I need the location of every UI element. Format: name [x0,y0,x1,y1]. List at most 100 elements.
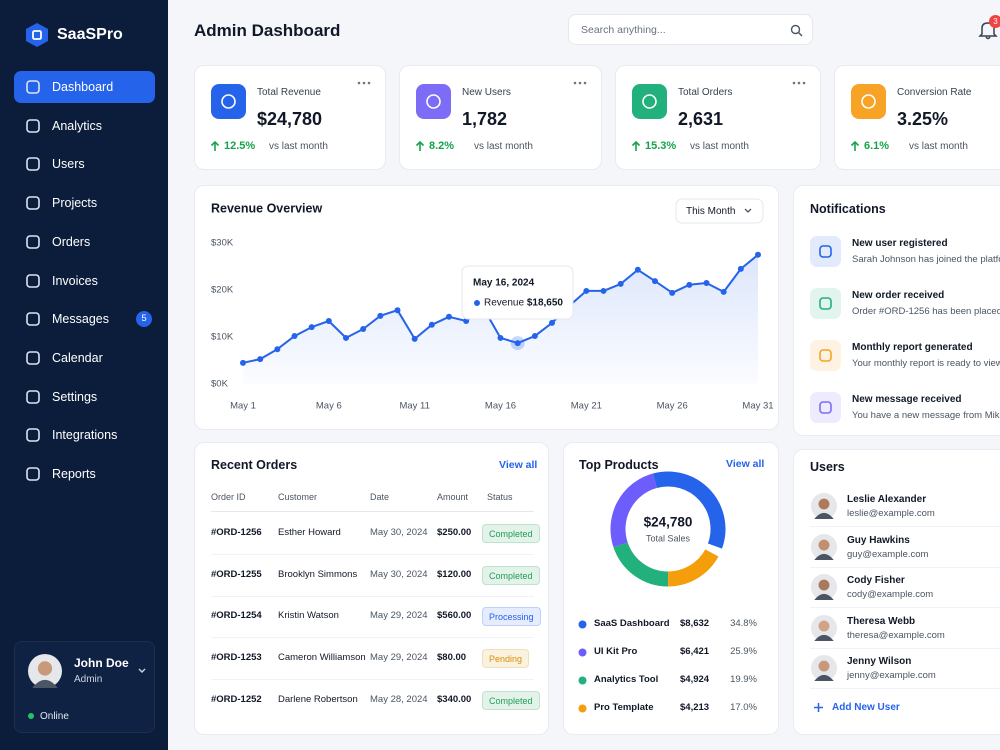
order-date: May 29, 2024 [370,652,428,664]
notification-title: New message received [852,394,962,405]
nav-item[interactable]: Dashboard [14,71,155,103]
product-name: UI Kit Pro [594,646,638,657]
stat-change: 15.3% [645,140,677,152]
point [446,313,452,320]
point [394,307,401,314]
stat-note: vs last month [909,141,968,152]
x-tick-label: May 21 [571,401,602,412]
donut-center-label: Total Sales [646,533,691,543]
search-box[interactable]: Search anything... [568,14,813,45]
stat-note: vs last month [690,141,749,152]
legend-swatch [578,620,587,629]
stat-change: 6.1% [864,140,890,152]
status-dot-shape [28,713,34,719]
more-dot [792,81,796,85]
nav-item[interactable]: Integrations [14,419,155,451]
product-share: 34.8% [730,618,757,629]
user-name: Guy Hawkins [847,534,910,546]
period-dropdown[interactable] [675,198,764,224]
nav-label: Calendar [52,350,103,365]
point [617,280,624,287]
icon [26,196,40,210]
trend-arrow [415,140,425,151]
x-tick-label: May 31 [742,401,773,412]
nav-item[interactable]: Reports [14,458,155,490]
point [325,318,332,325]
row-rule [211,554,534,555]
point [360,326,367,333]
nav-item[interactable]: Messages 5 [14,303,155,335]
icon-shape [819,245,832,258]
nav-item[interactable]: Calendar [14,342,155,374]
point [686,281,693,288]
trend-arrow [210,140,220,151]
order-customer: Kristin Watson [278,610,339,622]
row-rule [211,679,534,681]
nav-item[interactable]: Invoices [14,265,155,297]
stat-glyph [642,94,657,109]
point [411,335,418,342]
nav-item[interactable]: Orders [14,226,155,258]
point [428,321,435,328]
nav-item[interactable]: Projects [14,187,155,219]
point [720,288,727,295]
tooltip-swatch [474,300,480,306]
notification-text: Order #ORD-1256 has been placed. [852,306,1000,317]
stat-value: 3.25% [897,109,949,129]
user-status: Online [40,711,69,722]
y-tick-label: $20K [211,285,234,296]
product-share: 17.0% [730,702,757,713]
icon [26,118,40,133]
stat-label: New Users [462,87,511,98]
icon-shape [26,467,40,481]
stat-label: Total Orders [678,87,733,98]
nav-label: Messages [52,312,109,327]
stat-value: $24,780 [257,109,323,129]
avatar-head [818,579,830,591]
avatar-body [814,593,834,600]
nav-label: Analytics [52,118,103,133]
point [583,287,590,294]
avatar [811,533,837,560]
card-title: Users [810,460,845,474]
point [497,334,504,341]
order-amount: $120.00 [437,568,472,580]
donut-segment [652,471,726,549]
donut-segment [613,542,669,587]
order-id: #ORD-1255 [211,568,262,580]
status-badge: Completed [482,524,540,543]
notification-title: New user registered [852,238,948,249]
order-date: May 30, 2024 [370,527,428,538]
trend-arrow [850,140,860,151]
legend-dot [578,620,587,629]
bell-badge[interactable]: 3 [989,15,1000,28]
view-all-link[interactable]: View all [499,459,538,471]
card-title: Recent Orders [211,458,298,472]
product-share: 19.9% [730,674,757,685]
user-card[interactable]: John Doe Admin Online [14,641,155,733]
legend-swatch [578,648,587,657]
donut-chart: $24,780 Total Sales [610,471,726,587]
header-rule [211,511,534,512]
avatar [811,574,837,600]
notifications-card: Notifications New user registered Sarah Jo… [793,185,1000,436]
nav-item[interactable]: Analytics [14,110,155,142]
product-amount: $8,632 [680,618,710,629]
more-dot [797,81,801,85]
column-header: Amount [437,492,469,502]
order-amount: $250.00 [437,527,472,538]
view-all-link[interactable]: View all [726,458,765,470]
nav-item[interactable]: Users [14,148,155,180]
row-rule [211,637,534,639]
point [600,287,607,294]
nav-item[interactable]: Settings [14,381,155,413]
icon-shape [26,157,40,172]
avatar [811,493,837,519]
stat-icon [416,84,451,119]
product-name: Pro Template [594,702,654,713]
search-lens [790,24,801,35]
status-badge: Processing [482,607,541,627]
icon [26,157,40,172]
add-user-link[interactable]: Add New User [832,702,900,713]
order-customer: Cameron Williamson [278,652,366,664]
